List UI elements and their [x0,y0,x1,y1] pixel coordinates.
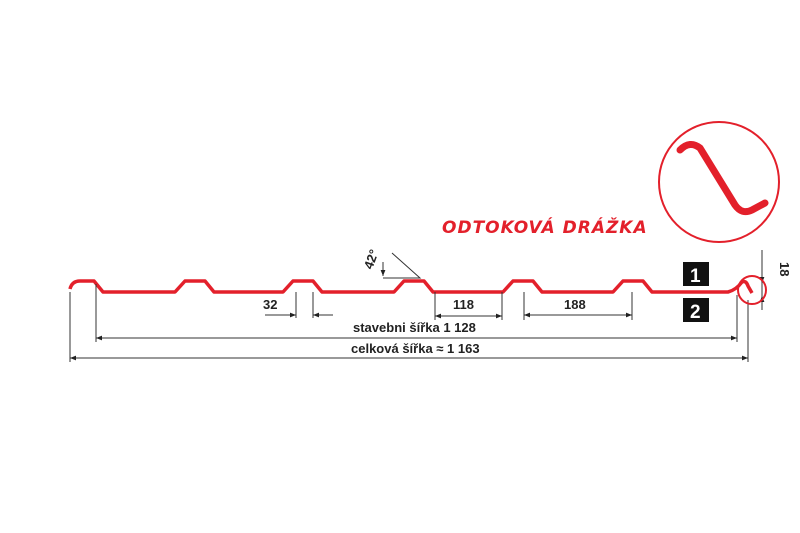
dimension-lines [69,250,765,362]
svg-text:2: 2 [690,302,701,323]
pitch-label: 188 [564,297,586,312]
svg-text:1: 1 [690,266,701,287]
detail-circle [658,121,780,243]
rib-gap-label: 118 [453,297,474,312]
height-label: 18 [777,262,792,276]
sheet-profile [68,279,754,294]
angle-label: 42° [361,247,382,271]
total-width-label: celková šířka ≈ 1 163 [351,341,480,356]
rib-top-label: 32 [263,297,277,312]
detail-marker-circle [737,275,767,305]
drain-groove-label: ODTOKOVÁ DRÁŽKA [442,216,648,238]
building-width-label: stavebni šířka 1 128 [353,320,476,335]
marker-2: 2 [683,298,709,323]
marker-1: 1 [683,262,709,287]
